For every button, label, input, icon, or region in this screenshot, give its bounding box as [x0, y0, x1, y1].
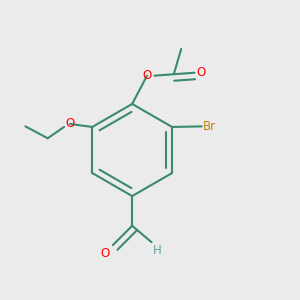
Text: O: O: [142, 69, 152, 82]
Text: O: O: [196, 66, 205, 79]
Text: Br: Br: [203, 120, 216, 133]
Text: O: O: [65, 118, 75, 130]
Text: H: H: [153, 244, 162, 256]
Text: O: O: [100, 248, 109, 260]
